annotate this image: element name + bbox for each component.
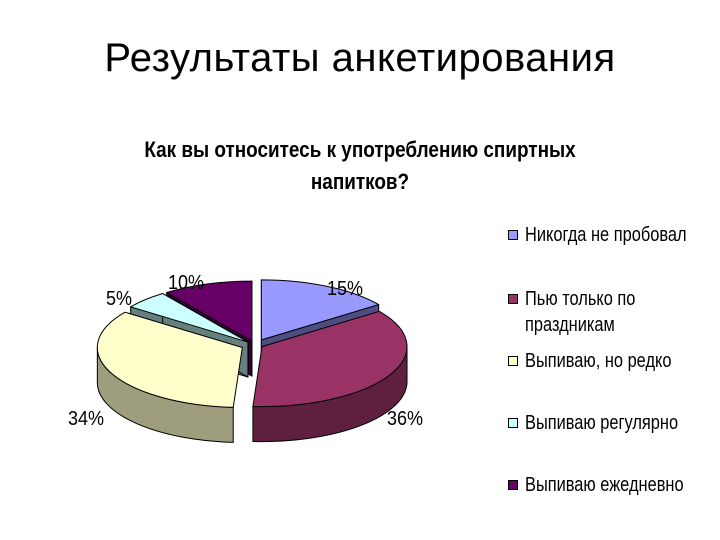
pie-value-label: 5% [106, 288, 133, 310]
legend-label: Никогда не пробовал [525, 222, 720, 248]
legend-label-line: Выпиваю, но редко [525, 350, 672, 372]
pie-slice-3 [96, 311, 243, 443]
pie-slice-1-top [260, 279, 380, 341]
legend-label-line: Пью только по [525, 288, 636, 310]
pie-value-label: 15% [327, 278, 364, 300]
pie-slice-4-top [130, 293, 249, 343]
legend-swatch [508, 230, 518, 240]
legend-label-line: Никогда не пробовал [525, 224, 687, 246]
pie-slice-5-top [166, 280, 253, 342]
slide-title: Результаты анкетирования [104, 36, 616, 80]
chart-title-line-1: Как вы относитесь к употреблению спиртны… [144, 137, 576, 162]
legend-swatch [508, 418, 518, 428]
legend-label: Пью только по праздникам [525, 286, 720, 338]
legend-label: Выпиваю регулярно [525, 410, 720, 436]
legend-label-line: Выпиваю регулярно [525, 412, 679, 434]
legend-label-line: праздникам [525, 314, 615, 336]
legend-label: Выпиваю, но редко [525, 348, 720, 374]
legend-swatch [508, 294, 518, 304]
pie-slice-2 [252, 310, 408, 443]
legend-label-line: Выпиваю ежедневно [525, 474, 684, 496]
legend-swatch [508, 480, 518, 490]
pie-value-label: 34% [68, 408, 105, 430]
pie-value-label: 10% [168, 272, 205, 294]
pie-value-label: 36% [387, 408, 424, 430]
pie-slice-2-top [252, 310, 408, 408]
legend-label: Выпиваю ежедневно [525, 472, 720, 498]
legend-swatch [508, 356, 518, 366]
pie-slice-3-top [96, 311, 243, 408]
chart-title: Как вы относитесь к употреблению спиртны… [128, 134, 592, 198]
chart-title-line-2: напитков? [310, 169, 410, 194]
